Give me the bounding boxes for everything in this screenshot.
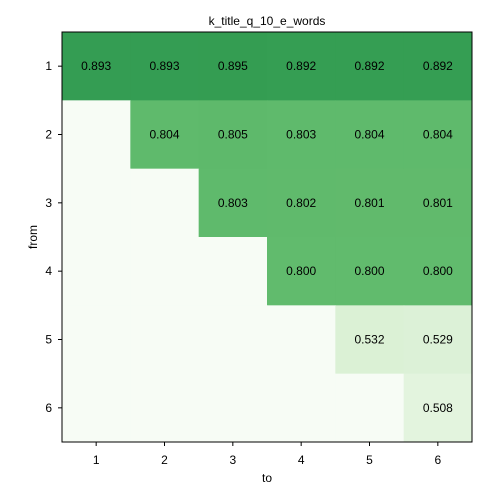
heatmap-cell: [267, 100, 336, 170]
cell-value-label: 0.804: [354, 128, 384, 142]
heatmap-cell: [267, 237, 336, 306]
heatmap-cell: [403, 305, 473, 375]
heatmap-cell-empty: [130, 237, 200, 306]
y-tick-label: 1: [45, 59, 52, 73]
cell-value-label: 0.800: [423, 264, 453, 278]
y-tick-label: 4: [45, 264, 52, 278]
y-axis: 1 2 3 4 5 6: [45, 59, 62, 415]
heatmap-cell-empty: [130, 168, 200, 238]
heatmap-cell: [198, 100, 268, 170]
heatmap-cell: [335, 305, 405, 375]
cell-value-label: 0.532: [354, 333, 384, 347]
x-tick-label: 1: [93, 453, 100, 467]
cell-value-label: 0.893: [149, 59, 179, 73]
heatmap-cell-empty: [198, 373, 268, 443]
cell-value-label: 0.801: [423, 196, 453, 210]
cell-value-label: 0.802: [286, 196, 316, 210]
x-axis-label: to: [262, 471, 272, 485]
cell-value-label: 0.803: [218, 196, 248, 210]
heatmap-cell: [267, 168, 336, 238]
cell-value-label: 0.800: [354, 264, 384, 278]
heatmap-cells: [62, 32, 473, 443]
heatmap-value-labels: 0.893 0.893 0.895 0.892 0.892 0.892 0.804 0.805…: [81, 59, 453, 415]
heatmap-cell: [403, 100, 473, 170]
cell-value-label: 0.805: [218, 128, 248, 142]
x-tick-label: 4: [298, 453, 305, 467]
heatmap-cell: [130, 100, 200, 170]
heatmap-cell: [403, 32, 473, 101]
x-tick-label: 5: [366, 453, 373, 467]
heatmap-cell: [267, 32, 336, 101]
cell-value-label: 0.893: [81, 59, 111, 73]
heatmap-cell: [403, 373, 473, 443]
heatmap-cell: [198, 168, 268, 238]
y-tick-label: 6: [45, 401, 52, 415]
cell-value-label: 0.895: [218, 59, 248, 73]
heatmap-cell: [130, 32, 200, 101]
heatmap-cell-empty: [62, 100, 131, 170]
heatmap-cell-empty: [62, 373, 131, 443]
cell-value-label: 0.800: [286, 264, 316, 278]
cell-value-label: 0.803: [286, 128, 316, 142]
x-tick-label: 3: [229, 453, 236, 467]
heatmap-cell-empty: [62, 237, 131, 306]
y-tick-label: 3: [45, 196, 52, 210]
y-axis-label: from: [26, 225, 40, 249]
heatmap-cell: [335, 168, 405, 238]
cell-value-label: 0.892: [354, 59, 384, 73]
x-axis: 1 2 3 4 5 6: [93, 442, 441, 467]
heatmap-cell: [335, 237, 405, 306]
y-tick-label: 5: [45, 333, 52, 347]
x-tick-label: 2: [161, 453, 168, 467]
heatmap-cell-empty: [335, 373, 405, 443]
heatmap-cell: [335, 100, 405, 170]
heatmap-cell: [403, 168, 473, 238]
chart-title: k_title_q_10_e_words: [209, 14, 326, 28]
cell-value-label: 0.892: [423, 59, 453, 73]
x-tick-label: 6: [434, 453, 441, 467]
heatmap-cell-empty: [267, 305, 336, 375]
heatmap-cell-empty: [62, 168, 131, 238]
heatmap-cell: [62, 32, 131, 101]
heatmap-cell: [198, 32, 268, 101]
heatmap-cell-empty: [62, 305, 131, 375]
heatmap-cell-empty: [130, 373, 200, 443]
cell-value-label: 0.508: [423, 401, 453, 415]
cell-value-label: 0.804: [149, 128, 179, 142]
cell-value-label: 0.892: [286, 59, 316, 73]
y-tick-label: 2: [45, 128, 52, 142]
plot-frame: [61, 31, 473, 443]
heatmap-cell-empty: [198, 305, 268, 375]
heatmap-cell-empty: [130, 305, 200, 375]
cell-value-label: 0.804: [423, 128, 453, 142]
cell-value-label: 0.529: [423, 333, 453, 347]
heatmap-cell: [403, 237, 473, 306]
heatmap-cell-empty: [198, 237, 268, 306]
heatmap-cell-empty: [267, 373, 336, 443]
heatmap-cell: [335, 32, 405, 101]
cell-value-label: 0.801: [354, 196, 384, 210]
